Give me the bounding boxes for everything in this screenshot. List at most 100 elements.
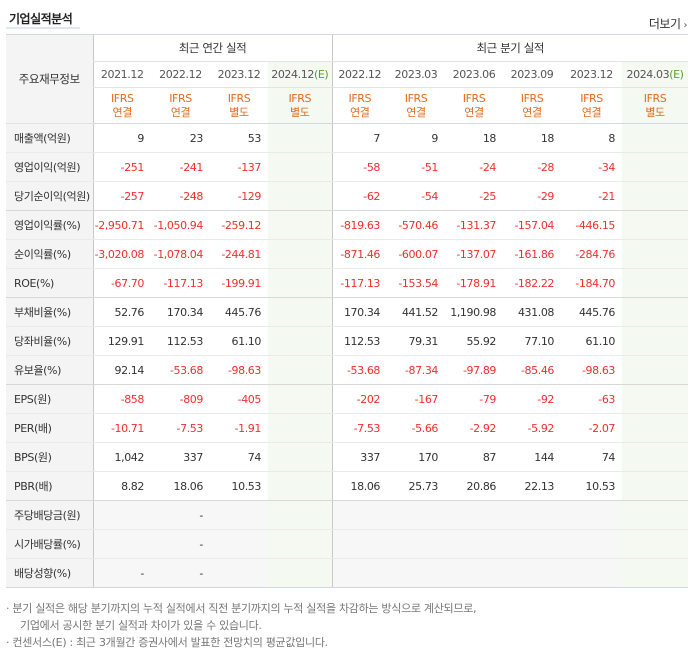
header-row-periods: 2021.12 2022.12 2023.12 2024.12(E) 2022.12 20… [6, 61, 689, 88]
value-cell: -3,020.08 [92, 239, 151, 269]
value-cell: -85.46 [503, 355, 562, 385]
value-cell: -858 [92, 384, 151, 414]
value-cell: -117.13 [151, 268, 210, 298]
table-row: EPS(원) -858 -809 -405 -202 -167 -79 -92 -63 [6, 384, 689, 414]
value-cell [268, 500, 333, 530]
value-cell: -28 [503, 152, 562, 182]
value-cell: 61.10 [210, 326, 268, 356]
value-cell [622, 442, 689, 472]
value-cell: -53.68 [151, 355, 210, 385]
value-cell: 445.76 [561, 297, 623, 327]
value-cell [622, 268, 689, 298]
period-label: 2023.12 [217, 68, 261, 81]
table-row: PBR(배) 8.82 18.06 10.53 18.06 25.73 20.86 22.13… [6, 471, 689, 501]
value-cell: 74 [210, 442, 268, 472]
value-cell [92, 500, 151, 530]
value-cell: -600.07 [387, 239, 446, 269]
value-cell: -5.66 [387, 413, 446, 443]
consolidation-label: 별도 [229, 105, 249, 119]
value-cell: 61.10 [561, 326, 623, 356]
value-cell: 431.08 [503, 297, 562, 327]
header-row-types: IFRS 연결 IFRS 연결 IFRS 별도 IFRS 별도 IFRS 연결 IFRS 연결 IFRS… [6, 87, 689, 124]
footnote-1: · 분기 실적은 해당 분기까지의 누적 실적에서 직전 분기까지의 누적 실적… [6, 602, 477, 615]
accounting-type: IFRS 별도 [622, 87, 689, 124]
value-cell [331, 529, 388, 559]
value-cell: -10.71 [92, 413, 151, 443]
value-cell: -21 [561, 181, 623, 211]
footnote-1-cont: 기업에서 공시한 분기 실적과 차이가 있을 수 있습니다. [20, 619, 262, 632]
value-cell: - [151, 500, 210, 530]
value-cell [268, 471, 333, 501]
table-row: 순이익률(%) -3,020.08 -1,078.04 -244.81 -871.46-… [6, 239, 689, 269]
value-cell: -871.46 [331, 239, 388, 269]
estimate-mark: (E) [313, 68, 329, 81]
value-cell: 10.53 [210, 471, 268, 501]
table-row: 영업이익(억원) -251 -241 -137 -58 -51 -24 -28 -34 [6, 152, 689, 182]
row-label: EPS(원) [6, 384, 93, 414]
value-cell: -241 [151, 152, 210, 182]
value-cell: 74 [561, 442, 623, 472]
value-cell: 337 [151, 442, 210, 472]
value-cell: 445.76 [210, 297, 268, 327]
value-cell: 112.53 [331, 326, 388, 356]
value-cell: -129 [210, 181, 268, 211]
value-cell: 337 [331, 442, 388, 472]
value-cell: -446.15 [561, 210, 623, 240]
value-cell: -54 [387, 181, 446, 211]
value-cell [561, 529, 623, 559]
table-row: BPS(원) 1,042 337 74 337 170 87 144 74 [6, 442, 689, 472]
consolidation-label: 연결 [464, 105, 484, 119]
value-cell [268, 123, 333, 153]
period-label: 2022.12 [338, 68, 382, 81]
accounting-type: IFRS 별도 [268, 87, 333, 124]
row-label: 시가배당률(%) [6, 529, 93, 559]
value-cell [92, 529, 151, 559]
value-cell: 112.53 [151, 326, 210, 356]
value-cell [210, 558, 268, 588]
value-cell: -199.91 [210, 268, 268, 298]
value-cell: -257 [92, 181, 151, 211]
value-cell [268, 529, 333, 559]
value-cell [331, 500, 388, 530]
row-header-cell: 주요재무정보 [6, 34, 93, 124]
value-cell: -92 [503, 384, 562, 414]
period-label: 2024.12 [271, 68, 314, 81]
value-cell [622, 152, 689, 182]
value-cell [268, 442, 333, 472]
value-cell: -244.81 [210, 239, 268, 269]
value-cell [561, 500, 623, 530]
value-cell: 77.10 [503, 326, 562, 356]
value-cell: 9 [387, 123, 446, 153]
value-cell: -51 [387, 152, 446, 182]
value-cell: 10.53 [561, 471, 623, 501]
table-row: 당기순이익(억원) -257 -248 -129 -62 -54 -25 -29 -21 [6, 181, 689, 211]
value-cell: 18.06 [331, 471, 388, 501]
value-cell: -79 [445, 384, 504, 414]
accounting-type: IFRS 연결 [387, 87, 446, 124]
value-cell: - [92, 558, 151, 588]
value-cell: -161.86 [503, 239, 562, 269]
row-label: 영업이익률(%) [6, 210, 93, 240]
value-cell [622, 471, 689, 501]
more-link[interactable]: 더보기 › [649, 15, 688, 32]
value-cell [503, 529, 562, 559]
row-label: 유보율(%) [6, 355, 93, 385]
value-cell: -97.89 [445, 355, 504, 385]
row-label: 당기순이익(억원) [6, 181, 93, 211]
value-cell: -570.46 [387, 210, 446, 240]
value-cell: -87.34 [387, 355, 446, 385]
value-cell [387, 500, 446, 530]
consolidation-label: 연결 [581, 105, 602, 119]
group-header-quarter: 최근 분기 실적 [331, 34, 689, 62]
value-cell: -7.53 [331, 413, 388, 443]
value-cell [387, 529, 446, 559]
value-cell: 9 [92, 123, 151, 153]
value-cell [387, 558, 446, 588]
ifrs-label: IFRS [462, 91, 486, 105]
period-header: 2024.03(E) [622, 61, 689, 88]
table-row: 부채비율(%) 52.76 170.34 445.76 170.34 441.52 1,19… [6, 297, 689, 327]
row-label: 매출액(억원) [6, 123, 93, 153]
row-label: 주당배당금(원) [6, 500, 93, 530]
value-cell: -67.70 [92, 268, 151, 298]
value-cell [210, 500, 268, 530]
